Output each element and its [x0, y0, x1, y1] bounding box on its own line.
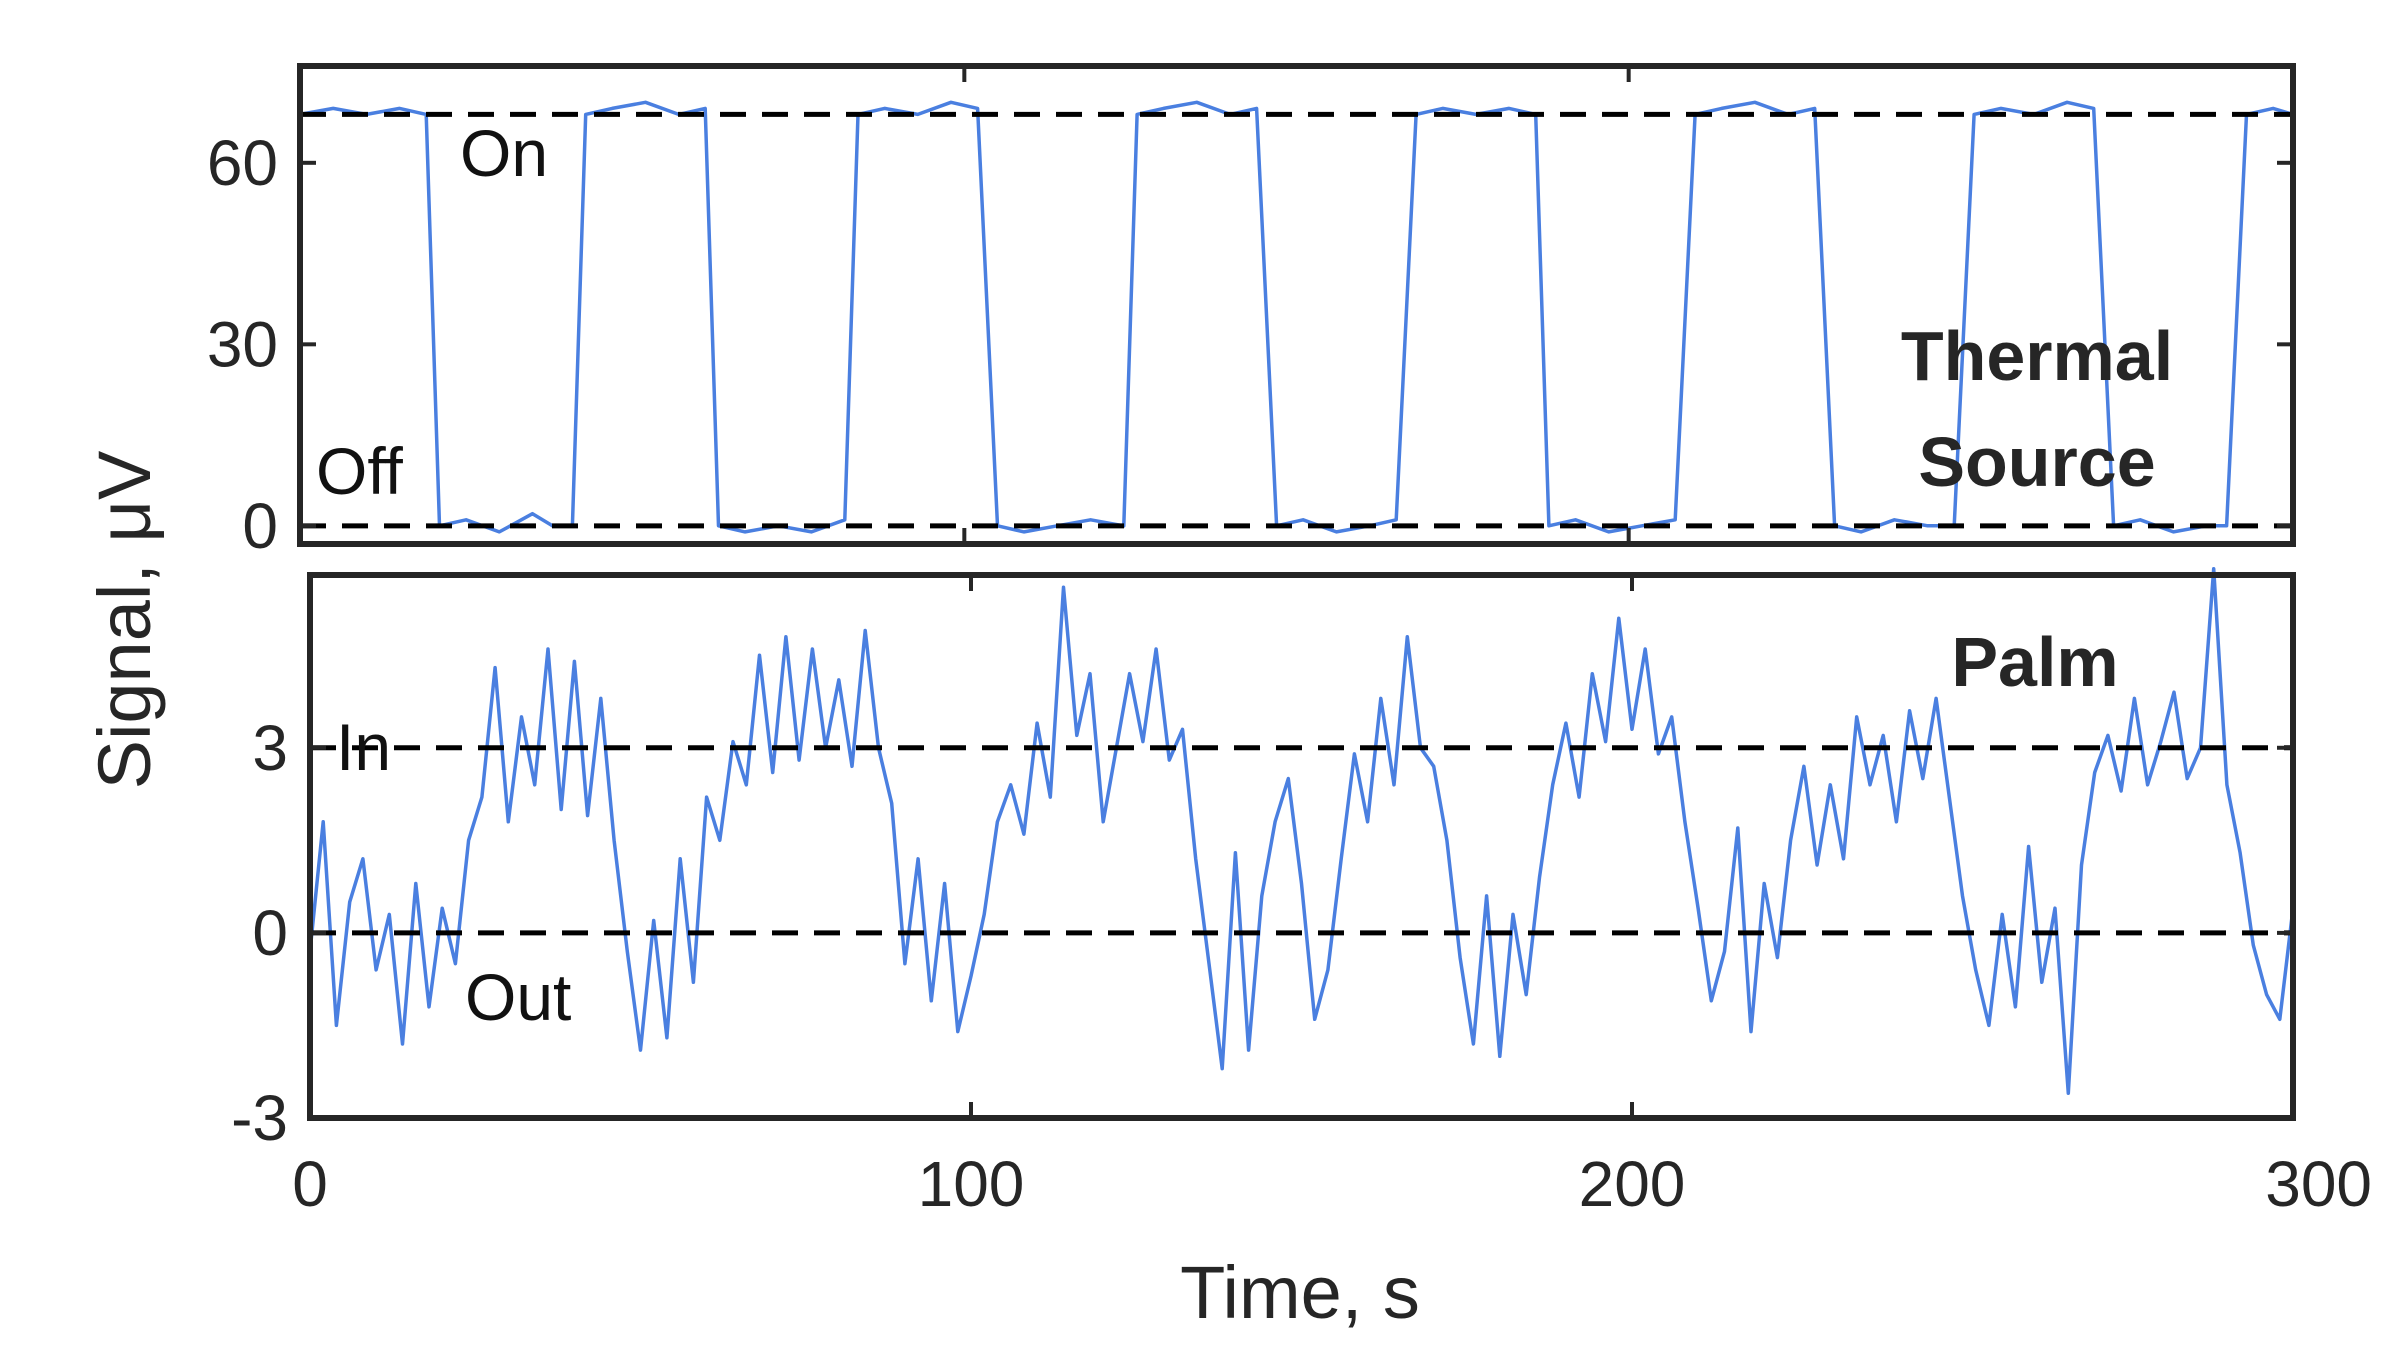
x-axis-title: Time, s: [1180, 1251, 1420, 1334]
palm-x-ticks: 0 100 200 300: [292, 575, 2372, 1220]
thermal-source-y-tick-label: 60: [207, 127, 278, 199]
x-tick-label: 0: [292, 1148, 328, 1220]
in-label: In: [336, 710, 391, 784]
palm-annotation: Palm: [1951, 623, 2118, 701]
panel-thermal-source: 0 30 60 On Off Thermal Source: [207, 63, 2296, 562]
palm-signal-line: [308, 567, 2295, 1096]
on-label: On: [460, 116, 548, 190]
thermal-source-annotation-line-1: Thermal: [1901, 317, 2173, 395]
x-tick-label: 100: [918, 1148, 1025, 1220]
palm-y-tick-label: 3: [252, 712, 288, 784]
x-tick-label: 200: [1579, 1148, 1686, 1220]
palm-y-ticks: -3 0 3: [231, 712, 2293, 1154]
palm-reference-lines: [310, 745, 2293, 936]
panel-palm: -303 0 100 200 300 In Out Palm: [231, 567, 2372, 1220]
thermal-source-y-tick-label: 0: [242, 490, 278, 562]
off-label: Off: [316, 434, 403, 508]
thermal-source-y-tick-label: 30: [207, 308, 278, 380]
palm-frame: [307, 572, 2296, 1121]
thermal-source-frame: [297, 63, 2296, 547]
thermal-source-series: [299, 100, 2294, 534]
thermal-source-signal-line: [299, 100, 2294, 534]
thermal-source-annotation-line-2: Source: [1918, 423, 2155, 501]
out-label: Out: [465, 960, 571, 1034]
palm-y-tick-label: 0: [252, 897, 288, 969]
thermal-source-reference-lines: [300, 111, 2293, 529]
x-tick-label: 300: [2265, 1148, 2372, 1220]
y-axis-title: Signal, μV: [83, 450, 166, 789]
palm-series: [308, 567, 2295, 1096]
thermal-source-y-ticks: 0 30 60: [207, 66, 2295, 562]
palm-y-tick-label: -3: [231, 1082, 288, 1154]
